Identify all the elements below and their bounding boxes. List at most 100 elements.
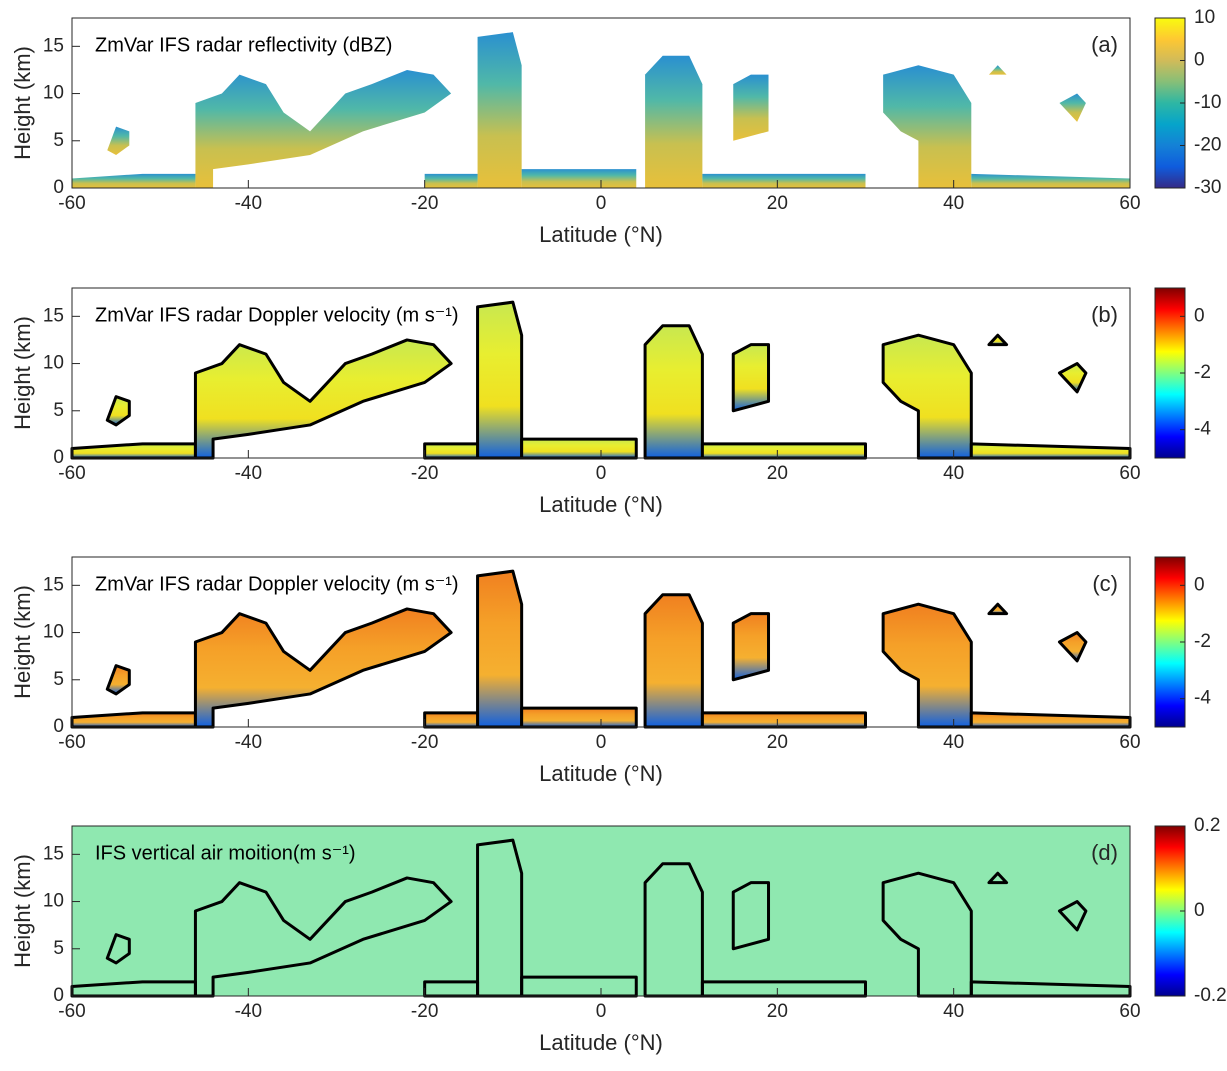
cloud-region [987,333,1009,347]
cloud-region [643,324,704,460]
y-tick-label: 0 [53,716,64,737]
cloud-region [193,876,453,998]
cloud-region [105,395,131,427]
cloud-region [1057,900,1088,932]
y-tick-label: 5 [53,938,64,959]
y-tick-label: 15 [43,35,64,56]
x-tick-label: -20 [411,463,438,484]
cloud-region [1057,631,1088,663]
cloud-region [477,32,522,188]
cloud-region [700,711,867,729]
colorbar-tick-label: 0 [1194,50,1205,71]
colorbar-tick-label: -2 [1194,362,1211,383]
cloud-region [105,664,131,696]
x-tick-label: 40 [943,193,964,214]
y-tick-label: 10 [43,622,64,643]
cloud-region [70,711,197,729]
colorbar-tick-label: 0.2 [1194,815,1220,836]
colorbar-tick-label: -30 [1194,177,1221,198]
y-tick-label: 15 [43,574,64,595]
cloud-region [731,612,771,682]
panel-title: ZmVar IFS radar Doppler velocity (m s⁻¹) [95,573,459,595]
colorbar-tick-label: 0 [1194,305,1205,326]
colorbar-tick-label: -0.2 [1194,985,1227,1006]
cloud-region [1059,93,1086,122]
cloud-region [72,173,196,188]
x-tick-label: -60 [58,463,85,484]
x-tick-label: 20 [767,732,788,753]
y-tick-label: 10 [43,891,64,912]
y-axis-label: Height (km) [10,46,35,160]
y-tick-label: 0 [53,447,64,468]
x-tick-label: -40 [235,193,262,214]
cloud-region [987,871,1009,885]
colorbar-tick-label: 10 [1194,7,1215,28]
x-tick-label: -40 [235,1001,262,1022]
x-axis-label: Latitude (°N) [539,761,663,786]
cloud-region [476,300,524,460]
cloud-region [1057,362,1088,394]
cloud-region [971,173,1130,188]
x-tick-label: -60 [58,193,85,214]
x-tick-label: 60 [1119,193,1140,214]
panel-label: (a) [1091,32,1118,57]
cloud-region [423,442,480,460]
y-tick-label: 10 [43,83,64,104]
x-tick-label: -20 [411,732,438,753]
cloud-region [476,569,524,729]
y-tick-label: 15 [43,843,64,864]
cloud-region [520,706,638,729]
x-tick-label: 60 [1119,463,1140,484]
cloud-region [988,65,1007,75]
cloud-region [987,602,1009,616]
y-tick-label: 15 [43,305,64,326]
x-tick-label: 40 [943,1001,964,1022]
x-axis-label: Latitude (°N) [539,492,663,517]
x-tick-label: 40 [943,732,964,753]
cloud-region [645,55,703,189]
colorbar-tick-label: 0 [1194,900,1205,921]
cloud-region [733,74,769,141]
cloud-region [700,442,867,460]
x-tick-label: 0 [596,193,607,214]
cloud-region [883,65,972,188]
colorbar-tick-label: -10 [1194,92,1221,113]
y-axis-label: Height (km) [10,854,35,968]
cloud-region [107,126,130,155]
y-tick-label: 0 [53,985,64,1006]
x-tick-label: 0 [596,1001,607,1022]
x-tick-label: 20 [767,193,788,214]
x-tick-label: 60 [1119,1001,1140,1022]
panel: -60 -40 -20 0 20 40 60 0 5 10 15 Latitude (°N) Heigh… [10,815,1227,1055]
x-tick-label: -60 [58,1001,85,1022]
cloud-region [423,711,480,729]
x-axis-label: Latitude (°N) [539,1030,663,1055]
plot-area [72,826,1130,996]
cloud-region [881,333,973,460]
panel-label: (b) [1091,302,1118,327]
cloud-region [881,871,973,998]
panel-title: IFS vertical air moition(m s⁻¹) [95,842,356,864]
y-axis-label: Height (km) [10,316,35,430]
x-tick-label: 40 [943,463,964,484]
colorbar-tick-label: -20 [1194,135,1221,156]
panel-title: ZmVar IFS radar Doppler velocity (m s⁻¹) [95,304,459,326]
x-tick-label: 0 [596,732,607,753]
y-tick-label: 0 [53,177,64,198]
colorbar-tick-label: -2 [1194,631,1211,652]
x-tick-label: -20 [411,193,438,214]
cloud-region [195,69,452,188]
x-tick-label: -20 [411,1001,438,1022]
x-tick-label: 20 [767,1001,788,1022]
cloud-region [881,602,973,729]
cloud-region [193,607,453,729]
cloud-region [521,169,637,188]
x-tick-label: 60 [1119,732,1140,753]
colorbar-tick-label: -4 [1194,419,1211,440]
x-tick-label: -40 [235,463,262,484]
cloud-region [731,881,771,951]
cloud-region [70,442,197,460]
